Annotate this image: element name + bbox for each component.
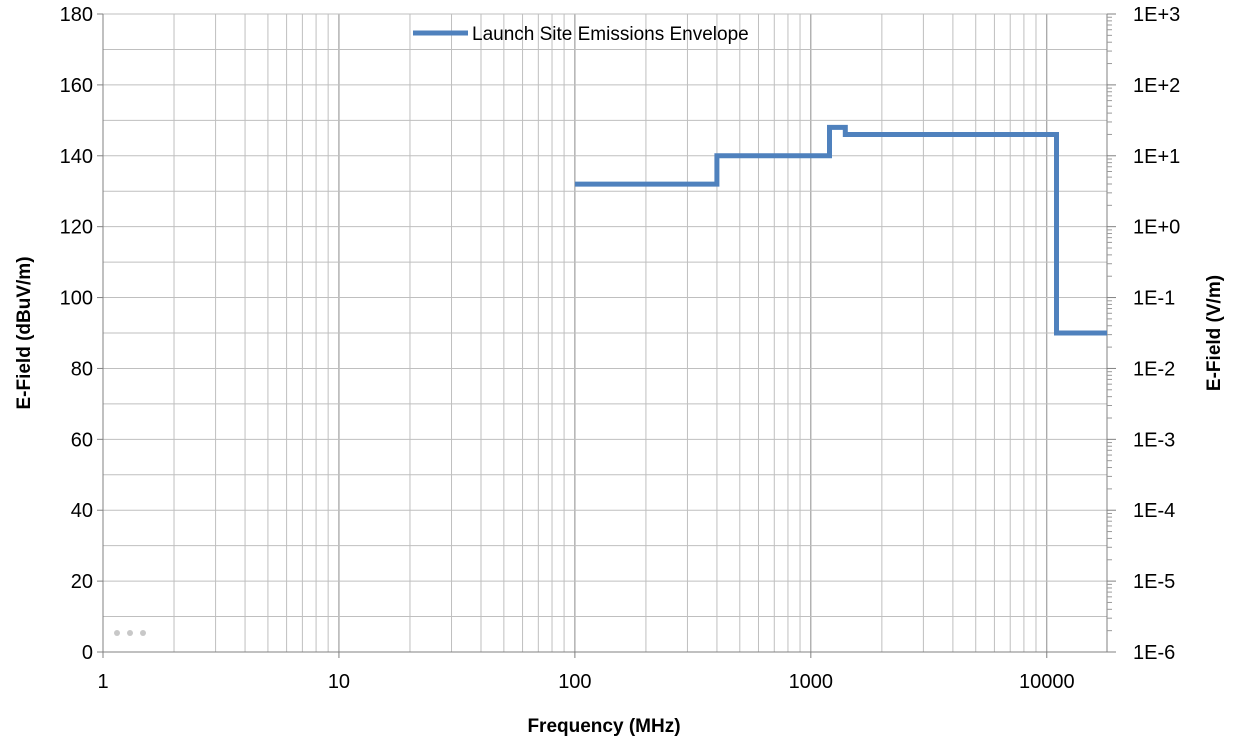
y-tick-label: 80 xyxy=(71,358,93,380)
y2-tick-label: 1E+3 xyxy=(1133,4,1180,26)
x-tick-label: 10000 xyxy=(1019,671,1075,693)
y2-tick-label: 1E+2 xyxy=(1133,75,1180,97)
y-tick-label: 40 xyxy=(71,500,93,522)
y2-tick-label: 1E-6 xyxy=(1133,642,1175,664)
y2-tick-label: 1E-4 xyxy=(1133,500,1175,522)
y-axis-title: E-Field (dBuV/m) xyxy=(14,256,35,409)
y-tick-label: 140 xyxy=(60,146,93,168)
x-tick-label: 1000 xyxy=(789,671,834,693)
x-tick-label: 100 xyxy=(558,671,591,693)
axes xyxy=(97,13,1116,658)
y-tick-label: 20 xyxy=(71,571,93,593)
y2-tick-label: 1E-3 xyxy=(1133,429,1175,451)
y2-axis-title: E-Field (V/m) xyxy=(1204,275,1225,391)
y2-tick-label: 1E-2 xyxy=(1133,358,1175,380)
grid xyxy=(102,13,1107,653)
series-layer xyxy=(574,124,1107,336)
more-options-icon xyxy=(114,630,146,636)
y2-tick-label: 1E-5 xyxy=(1133,571,1175,593)
y2-tick-label: 1E+0 xyxy=(1133,217,1180,239)
y-tick-label: 120 xyxy=(60,217,93,239)
x-tick-label: 1 xyxy=(97,671,108,693)
x-tick-label: 10 xyxy=(328,671,350,693)
series-line xyxy=(574,124,1107,336)
x-axis-title: Frequency (MHz) xyxy=(527,716,680,737)
y-tick-label: 100 xyxy=(60,288,93,310)
legend-label: Launch Site Emissions Envelope xyxy=(472,24,749,45)
y-tick-label: 180 xyxy=(60,4,93,26)
y2-tick-label: 1E+1 xyxy=(1133,146,1180,168)
y-tick-label: 60 xyxy=(71,429,93,451)
legend: Launch Site Emissions Envelope xyxy=(413,24,749,45)
y-tick-label: 0 xyxy=(82,642,93,664)
y-tick-label: 160 xyxy=(60,75,93,97)
tick-labels: 0 20 40 60 80 100 120 140 160 180 1 10 100 1000 10000 1… xyxy=(60,4,1181,693)
y2-tick-label: 1E-1 xyxy=(1133,288,1175,310)
